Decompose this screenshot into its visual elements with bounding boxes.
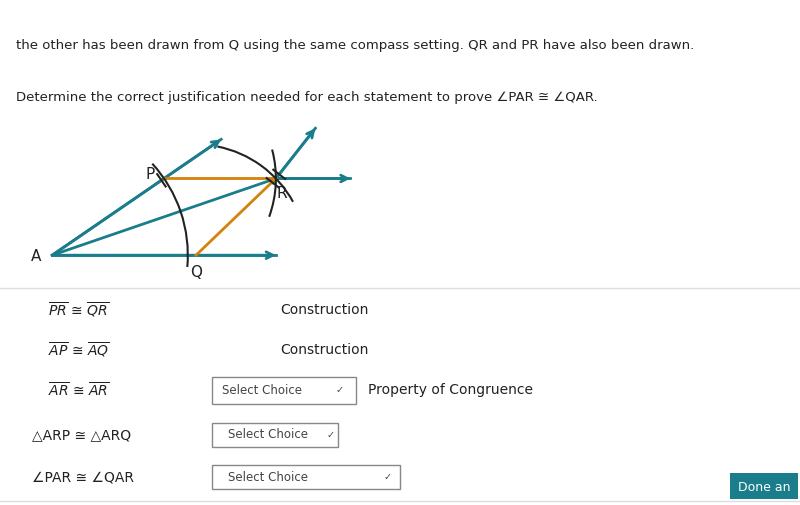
- Text: $\overline{PR}$ ≅ $\overline{QR}$: $\overline{PR}$ ≅ $\overline{QR}$: [48, 300, 109, 319]
- Text: A: A: [31, 248, 42, 263]
- Text: Select Choice: Select Choice: [228, 427, 308, 440]
- Text: $\overline{AR}$ ≅ $\overline{AR}$: $\overline{AR}$ ≅ $\overline{AR}$: [48, 380, 110, 398]
- Text: Select Choice: Select Choice: [228, 470, 308, 483]
- Text: ∠PAR ≅ ∠QAR: ∠PAR ≅ ∠QAR: [32, 469, 134, 483]
- Text: Construction: Construction: [280, 302, 368, 317]
- FancyBboxPatch shape: [212, 377, 356, 404]
- Text: Construction: Construction: [280, 342, 368, 357]
- Text: Determine the correct justification needed for each statement to prove ∠PAR ≅ ∠Q: Determine the correct justification need…: [16, 91, 598, 104]
- Text: the other has been drawn from Q using the same compass setting. QR and PR have a: the other has been drawn from Q using th…: [16, 39, 694, 52]
- Text: ✓: ✓: [384, 471, 392, 481]
- Text: ✓: ✓: [326, 429, 334, 439]
- Text: Select Choice: Select Choice: [222, 383, 302, 396]
- Text: Property of Congruence: Property of Congruence: [368, 382, 533, 396]
- Text: Done an: Done an: [738, 480, 791, 492]
- FancyBboxPatch shape: [212, 465, 400, 489]
- Text: ✓: ✓: [336, 384, 344, 394]
- Text: △ARP ≅ △ARQ: △ARP ≅ △ARQ: [32, 427, 131, 441]
- FancyBboxPatch shape: [730, 473, 798, 499]
- Text: Q: Q: [190, 264, 202, 279]
- Text: R: R: [277, 185, 287, 200]
- Text: P: P: [146, 166, 155, 181]
- FancyBboxPatch shape: [212, 423, 338, 447]
- Text: $\overline{AP}$ ≅ $\overline{AQ}$: $\overline{AP}$ ≅ $\overline{AQ}$: [48, 340, 110, 359]
